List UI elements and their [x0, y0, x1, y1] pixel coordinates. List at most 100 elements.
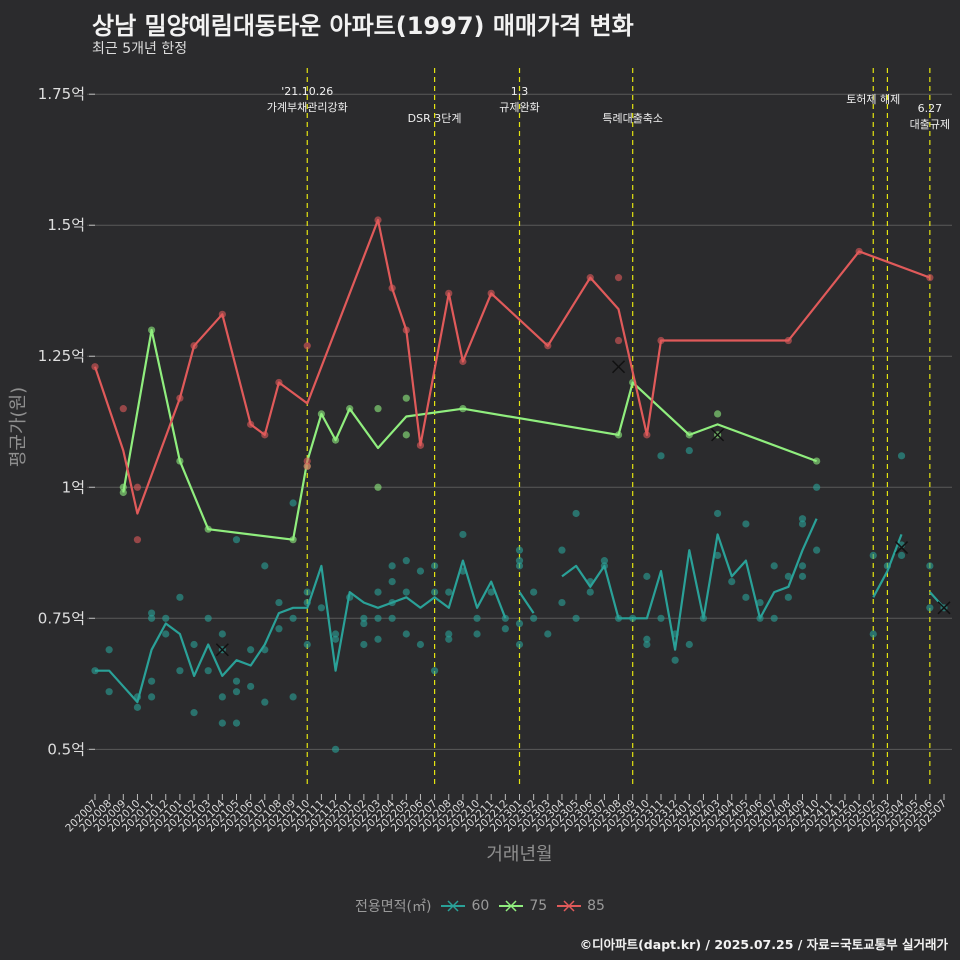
y-axis-title: 평균가(원)	[8, 387, 29, 467]
data-point	[445, 630, 453, 638]
event-label: 6.27	[918, 102, 943, 115]
y-tick-label: 1.25억	[38, 347, 85, 365]
y-tick-label: 1.5억	[47, 216, 85, 234]
data-point	[360, 614, 368, 622]
data-point	[289, 693, 297, 701]
y-tick-label: 1.75억	[38, 85, 85, 103]
data-point	[402, 394, 410, 402]
event-label: 특례대출축소	[602, 112, 663, 125]
data-point	[303, 588, 311, 596]
data-point	[459, 530, 467, 539]
data-point	[275, 625, 283, 633]
source-caption: ©디아파트(dapt.kr) / 2025.07.25 / 자료=국토교통부 실…	[579, 937, 948, 952]
data-point	[374, 405, 382, 413]
data-point	[119, 488, 127, 497]
data-point	[218, 719, 226, 727]
data-point	[445, 635, 453, 643]
data-point	[586, 588, 594, 596]
data-point	[798, 562, 807, 570]
data-point	[756, 598, 764, 607]
legend-key-75-icon	[499, 900, 524, 912]
data-point	[530, 614, 538, 622]
marker-stroke	[895, 541, 909, 555]
data-point	[232, 536, 241, 544]
data-point	[728, 578, 736, 586]
data-point	[176, 593, 184, 601]
data-point	[402, 431, 410, 439]
marker-stroke	[937, 601, 951, 615]
data-point	[714, 509, 722, 518]
data-point	[813, 483, 821, 491]
data-point	[671, 656, 679, 664]
legend-label-85: 85	[587, 898, 605, 914]
data-point	[374, 614, 382, 622]
marker-stroke	[612, 360, 626, 374]
data-point	[869, 630, 877, 638]
chart-title: 상남 밀양예림대동타운 아파트(1997) 매매가격 변화	[92, 12, 634, 40]
data-point	[487, 588, 495, 596]
data-point	[558, 598, 566, 607]
data-point	[572, 614, 580, 622]
data-point	[261, 562, 269, 570]
data-point	[515, 557, 524, 565]
data-point	[614, 336, 623, 345]
data-point	[360, 640, 368, 649]
data-point	[105, 688, 113, 696]
data-point	[473, 614, 481, 622]
data-point	[133, 536, 142, 544]
data-point	[148, 609, 156, 617]
data-point	[148, 614, 156, 622]
data-point	[247, 682, 255, 691]
data-point	[402, 557, 410, 565]
data-point	[770, 562, 778, 570]
data-point	[742, 520, 750, 528]
data-point	[798, 520, 807, 528]
data-point	[643, 635, 651, 643]
data-point	[784, 572, 792, 580]
data-point	[232, 688, 241, 696]
median-marker	[711, 428, 725, 442]
event-label: 토허제 해제	[846, 92, 900, 106]
data-point	[374, 588, 382, 596]
data-point	[402, 630, 410, 638]
data-point	[105, 646, 113, 654]
data-point	[218, 693, 226, 701]
y-tick-label: 1억	[62, 478, 85, 496]
data-point	[402, 588, 410, 596]
data-point	[515, 619, 524, 628]
data-point	[926, 604, 934, 612]
data-point	[685, 640, 693, 649]
data-point	[119, 405, 127, 413]
data-point	[572, 509, 580, 518]
data-point	[331, 630, 340, 638]
data-point	[714, 410, 722, 418]
y-tick-label: 0.5억	[47, 740, 85, 758]
data-point	[784, 593, 792, 601]
data-point	[742, 593, 750, 601]
data-point	[204, 667, 212, 675]
data-point	[388, 578, 396, 586]
data-point	[431, 562, 439, 570]
event-label: 대출규제	[910, 118, 950, 131]
data-point	[218, 630, 226, 638]
data-point	[374, 483, 382, 491]
data-point	[331, 635, 340, 643]
data-point	[926, 562, 934, 570]
data-point	[162, 630, 170, 638]
event-label: 규제완화	[499, 101, 539, 114]
data-point	[544, 630, 552, 638]
data-point	[501, 625, 509, 633]
data-point	[643, 640, 651, 649]
legend-label-60: 60	[471, 898, 490, 914]
x-axis-title: 거래년월	[486, 844, 552, 865]
data-point	[473, 630, 481, 638]
event-label: 1.3	[511, 85, 529, 98]
data-point	[813, 457, 821, 465]
data-point	[813, 546, 821, 554]
legend-title: 전용면적(㎡)	[355, 899, 432, 915]
data-point	[232, 677, 241, 685]
data-point	[770, 614, 778, 622]
median-marker	[612, 360, 626, 374]
data-point	[303, 342, 311, 350]
data-point	[515, 640, 524, 649]
